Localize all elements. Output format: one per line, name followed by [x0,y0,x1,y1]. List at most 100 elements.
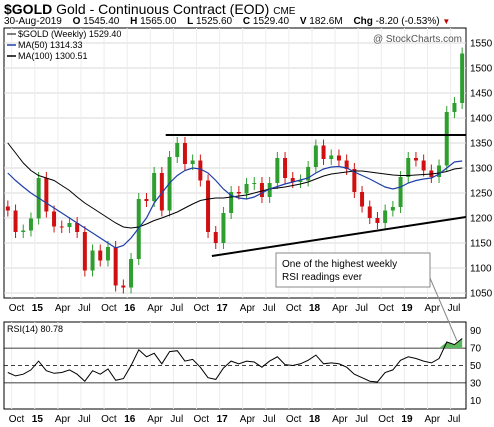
candle-body [321,145,326,159]
low-value: 1525.60 [195,16,233,27]
candle-body [306,167,311,181]
candle-body [390,207,395,211]
rsi-x-tick-label: 19 [401,414,413,425]
open-label: O [72,16,81,27]
candle-body [252,183,257,184]
ohlc-line: 30-Aug-2019 O 1545.40 H 1565.00 L 1525.6… [4,16,450,27]
candle-body [452,103,457,112]
price-tick-label: 1150 [470,239,492,250]
rsi-x-tick-label: Oct [378,414,394,425]
candle-body [329,155,334,159]
price-tick-label: 1100 [470,264,492,275]
x-tick-label: Apr [332,303,348,314]
candle-body [406,158,411,177]
candle-body [352,169,357,192]
rsi-x-tick-label: 15 [32,414,44,425]
candle-body [213,232,218,243]
x-tick-label: 19 [401,303,413,314]
candle-body [129,259,134,288]
candle-body [259,183,264,197]
x-tick-label: 16 [124,303,136,314]
annotation-line2: RSI readings ever [282,272,363,283]
rsi-tick-label: 10 [470,396,482,407]
candle-body [437,165,442,177]
x-tick-label: 18 [309,303,321,314]
symbol: $GOLD [4,1,53,17]
quote-date: 30-Aug-2019 [4,16,62,27]
candle-body [90,250,95,271]
rsi-x-tick-label: Jul [170,414,183,425]
candle-body [344,160,349,169]
candle-body [244,184,249,194]
rsi-x-tick-label: 17 [217,414,229,425]
rsi-x-tick-label: Apr [55,414,71,425]
chart-title: $GOLD Gold - Continuous Contract (EOD) C… [4,1,295,17]
price-tick-label: 1550 [470,39,493,50]
x-tick-label: Jul [448,303,461,314]
x-tick-label: Jul [355,303,368,314]
rsi-x-tick-label: Jul [263,414,276,425]
x-tick-label: Apr [240,303,256,314]
rsi-legend-label: RSI(14) 80.78 [7,324,63,334]
price-tick-label: 1050 [470,289,493,300]
candle-body [313,145,318,167]
watermark: @ StockCharts.com [373,34,462,45]
candle-body [152,173,157,201]
candle-body [290,178,295,182]
candle-body [229,192,234,213]
rsi-tick-label: 50 [470,361,482,372]
candle-body [383,210,388,223]
price-tick-label: 1250 [470,189,493,200]
open-value: 1545.40 [83,16,120,27]
x-tick-label: 17 [217,303,229,314]
candle-body [13,210,18,232]
change-label: Chg [353,16,373,27]
candle-body [275,158,280,183]
rsi-x-tick-label: Apr [240,414,256,425]
close-label: C [242,16,251,27]
trendline-support [211,216,467,257]
candle-body [444,112,449,166]
candle-body [59,226,64,228]
x-tick-label: Jul [78,303,91,314]
candle-body [67,223,72,227]
x-tick-label: Apr [425,303,441,314]
rsi-x-tick-label: Jul [448,414,461,425]
price-tick-label: 1350 [470,139,493,150]
rsi-x-tick-label: Apr [147,414,163,425]
rsi-tick-label: 30 [470,378,482,389]
low-label: L [187,16,194,27]
x-tick-label: Oct [378,303,394,314]
candle-body [236,192,241,194]
x-tick-label: Jul [263,303,276,314]
volume-label: V [299,16,307,27]
candle-body [121,285,126,288]
rsi-tick-label: 90 [470,326,482,337]
rsi-x-tick-label: Apr [332,414,348,425]
instrument-name: Gold - Continuous Contract (EOD) [56,1,270,17]
candle-body [190,160,195,164]
x-tick-label: Oct [101,303,117,314]
change-value: -8.20 (-0.53%) [375,16,440,27]
candle-body [5,206,10,211]
rsi-x-tick-label: 18 [309,414,321,425]
price-tick-label: 1450 [470,89,493,100]
x-tick-label: Oct [194,303,210,314]
rsi-x-tick-label: Oct [194,414,210,425]
candle-body [375,218,380,223]
candle-body [52,211,57,227]
candle-body [113,247,118,286]
candle-body [98,250,103,261]
annotation-line1: One of the highest weekly [282,259,397,270]
legend-label: $GOLD (Weekly) 1529.40 [18,29,121,39]
legend-label: MA(100) 1300.51 [18,51,88,61]
high-value: 1565.00 [140,16,177,27]
high-label: H [130,16,138,27]
candle-body [460,53,465,103]
candle-body [283,158,288,178]
candle-body [144,199,149,201]
candle-body [75,223,80,232]
rsi-line [7,338,463,383]
candle-body [336,155,341,161]
rsi-x-tick-label: Oct [101,414,117,425]
